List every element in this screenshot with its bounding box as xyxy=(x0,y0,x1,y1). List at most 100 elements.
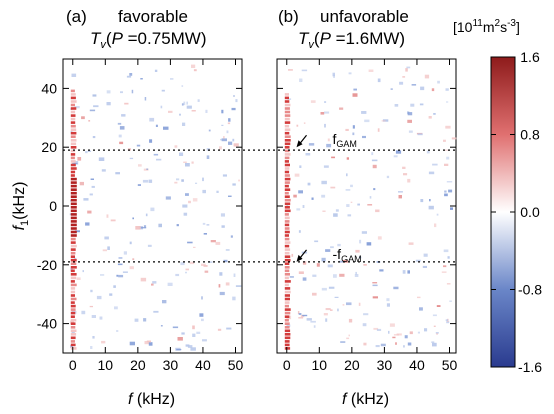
zero-frequency-band-cell xyxy=(70,181,77,184)
speckle xyxy=(161,89,165,92)
zero-frequency-band-cell xyxy=(70,160,76,163)
zero-frequency-band-cell xyxy=(284,287,291,290)
speckle xyxy=(348,72,352,75)
speckle xyxy=(220,138,222,141)
speckle xyxy=(100,274,105,276)
x-tick-label: 40 xyxy=(409,357,425,373)
speckle xyxy=(389,323,395,327)
speckle xyxy=(132,217,134,220)
speckle xyxy=(390,88,393,90)
zero-frequency-band-cell xyxy=(284,146,290,149)
zero-frequency-band-cell xyxy=(70,103,75,107)
zero-frequency-band-cell xyxy=(284,170,290,174)
speckle xyxy=(298,271,304,274)
speckle xyxy=(386,298,390,302)
zero-frequency-band-cell xyxy=(70,149,76,153)
speckle xyxy=(373,327,379,330)
speckle xyxy=(118,257,123,259)
speckle xyxy=(228,118,231,122)
speckle xyxy=(202,189,206,194)
speckle xyxy=(372,164,377,169)
speckle xyxy=(386,175,390,179)
speckle xyxy=(409,331,413,335)
speckle xyxy=(220,213,225,217)
speckle xyxy=(432,163,438,166)
zero-frequency-band-cell xyxy=(284,347,291,350)
speckle xyxy=(445,319,449,321)
zero-frequency-band-cell xyxy=(284,304,289,308)
speckle xyxy=(136,144,141,147)
speckle xyxy=(206,155,210,159)
speckle xyxy=(116,274,119,277)
zero-frequency-band-cell xyxy=(70,273,77,276)
zero-frequency-band-cell xyxy=(70,230,77,234)
zero-frequency-band-cell xyxy=(284,213,289,216)
speckle xyxy=(446,283,451,285)
speckle xyxy=(223,259,228,263)
speckle xyxy=(114,306,118,310)
speckle xyxy=(323,313,328,316)
speckle xyxy=(433,325,436,327)
colorbar-ticks: 1.6 0.8 0.0 -0.8 -1.6 xyxy=(491,49,542,375)
speckle xyxy=(322,210,326,212)
zero-frequency-band-cell xyxy=(70,153,76,156)
speckle xyxy=(402,270,406,274)
title-value-a: =0.75MW) xyxy=(123,29,207,48)
speckle xyxy=(294,173,300,177)
speckle xyxy=(335,209,339,212)
speckle xyxy=(424,74,430,79)
speckle xyxy=(127,148,131,151)
speckle xyxy=(185,193,189,196)
xlabel-var-b: f xyxy=(342,391,348,408)
speckle xyxy=(118,274,124,278)
zero-frequency-band-cell xyxy=(284,167,290,170)
zero-frequency-band-cell xyxy=(284,107,290,110)
zero-frequency-band-cell xyxy=(70,110,76,114)
speckle xyxy=(436,333,438,335)
speckle xyxy=(423,253,428,257)
speckle xyxy=(90,178,94,180)
speckle xyxy=(192,333,196,337)
y-axis-ticks-b xyxy=(277,87,456,325)
x-tick-label: 20 xyxy=(344,357,360,373)
speckle xyxy=(432,314,437,317)
speckle xyxy=(353,88,357,91)
speckle xyxy=(117,263,123,266)
speckle xyxy=(402,76,406,78)
speckle xyxy=(428,171,435,175)
speckle xyxy=(312,292,317,296)
speckle xyxy=(296,208,301,211)
zero-frequency-band-cell xyxy=(70,124,76,128)
speckle xyxy=(191,161,194,164)
zero-frequency-band-cell xyxy=(70,177,77,181)
speckle xyxy=(85,151,88,154)
speckle xyxy=(445,125,451,129)
speckle xyxy=(348,318,353,323)
speckle xyxy=(160,325,163,327)
zero-frequency-band-cell xyxy=(284,237,290,241)
zero-frequency-band-cell xyxy=(70,315,75,318)
speckle xyxy=(176,349,182,351)
zero-frequency-band-cell xyxy=(70,266,77,269)
speckle xyxy=(142,179,149,183)
zero-frequency-band-cell xyxy=(70,308,76,311)
zero-frequency-band-cell xyxy=(284,153,291,156)
colorbar-unit: [1011m2s-3] xyxy=(453,18,520,35)
zero-frequency-band-cell xyxy=(284,340,290,343)
speckle xyxy=(148,342,153,346)
speckle xyxy=(333,74,335,78)
speckle xyxy=(188,200,191,204)
speckle xyxy=(362,135,366,139)
speckle xyxy=(415,259,421,262)
zero-frequency-band-cell xyxy=(70,258,77,262)
speckle xyxy=(340,341,346,343)
zero-frequency-band-cell xyxy=(284,308,291,311)
title-sub-b: v xyxy=(308,39,315,51)
speckle xyxy=(143,318,147,322)
zero-frequency-band-cell xyxy=(284,227,290,230)
speckle xyxy=(422,265,427,268)
speckle xyxy=(170,78,174,80)
speckle xyxy=(362,323,367,327)
speckle xyxy=(324,101,327,103)
speckle xyxy=(122,271,128,273)
